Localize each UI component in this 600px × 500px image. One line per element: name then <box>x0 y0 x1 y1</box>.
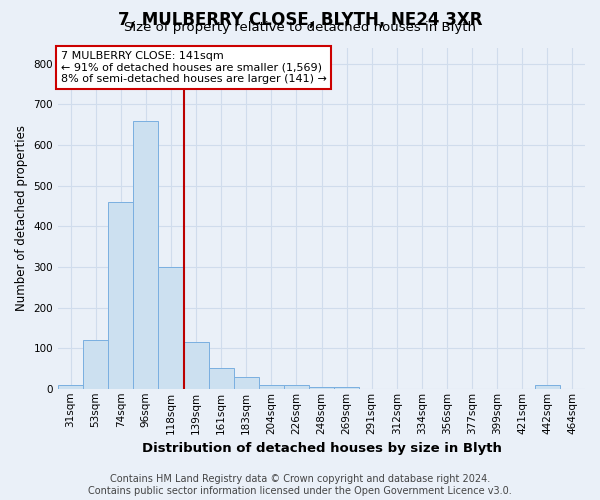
Bar <box>334 386 359 389</box>
Y-axis label: Number of detached properties: Number of detached properties <box>15 125 28 311</box>
Bar <box>158 267 184 389</box>
X-axis label: Distribution of detached houses by size in Blyth: Distribution of detached houses by size … <box>142 442 502 455</box>
Bar <box>233 376 259 389</box>
Text: Contains HM Land Registry data © Crown copyright and database right 2024.
Contai: Contains HM Land Registry data © Crown c… <box>88 474 512 496</box>
Bar <box>184 342 209 389</box>
Bar <box>108 202 133 389</box>
Text: Size of property relative to detached houses in Blyth: Size of property relative to detached ho… <box>124 21 476 34</box>
Bar <box>83 340 108 389</box>
Bar <box>133 120 158 389</box>
Bar <box>284 384 309 389</box>
Bar <box>309 386 334 389</box>
Text: 7 MULBERRY CLOSE: 141sqm
← 91% of detached houses are smaller (1,569)
8% of semi: 7 MULBERRY CLOSE: 141sqm ← 91% of detach… <box>61 51 326 84</box>
Bar <box>535 384 560 389</box>
Bar <box>259 384 284 389</box>
Bar <box>209 368 233 389</box>
Bar <box>58 384 83 389</box>
Text: 7, MULBERRY CLOSE, BLYTH, NE24 3XR: 7, MULBERRY CLOSE, BLYTH, NE24 3XR <box>118 11 482 29</box>
